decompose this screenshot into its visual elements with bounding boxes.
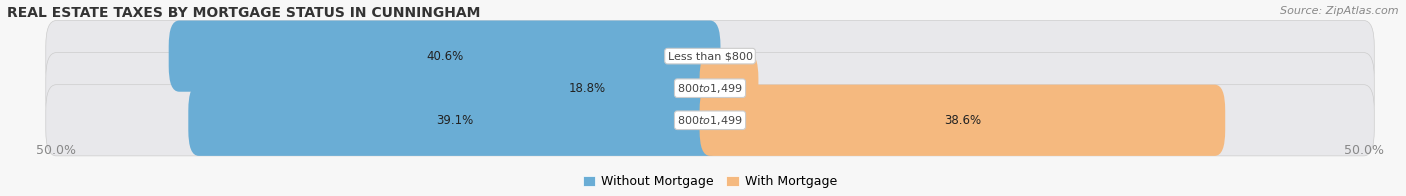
Legend: Without Mortgage, With Mortgage: Without Mortgage, With Mortgage xyxy=(578,170,842,193)
Text: 39.1%: 39.1% xyxy=(436,114,472,127)
Text: 18.8%: 18.8% xyxy=(568,82,606,95)
FancyBboxPatch shape xyxy=(46,53,1374,124)
Text: $800 to $1,499: $800 to $1,499 xyxy=(678,82,742,95)
FancyBboxPatch shape xyxy=(188,85,720,156)
Text: REAL ESTATE TAXES BY MORTGAGE STATUS IN CUNNINGHAM: REAL ESTATE TAXES BY MORTGAGE STATUS IN … xyxy=(7,6,481,20)
Text: Source: ZipAtlas.com: Source: ZipAtlas.com xyxy=(1281,6,1399,16)
Text: 2.9%: 2.9% xyxy=(714,82,744,95)
Text: $800 to $1,499: $800 to $1,499 xyxy=(678,114,742,127)
FancyBboxPatch shape xyxy=(169,21,720,92)
Text: 40.6%: 40.6% xyxy=(426,50,463,63)
Text: 38.6%: 38.6% xyxy=(943,114,981,127)
FancyBboxPatch shape xyxy=(700,53,758,124)
FancyBboxPatch shape xyxy=(700,85,1225,156)
Text: Less than $800: Less than $800 xyxy=(668,51,752,61)
FancyBboxPatch shape xyxy=(46,85,1374,156)
FancyBboxPatch shape xyxy=(46,21,1374,92)
FancyBboxPatch shape xyxy=(454,53,720,124)
